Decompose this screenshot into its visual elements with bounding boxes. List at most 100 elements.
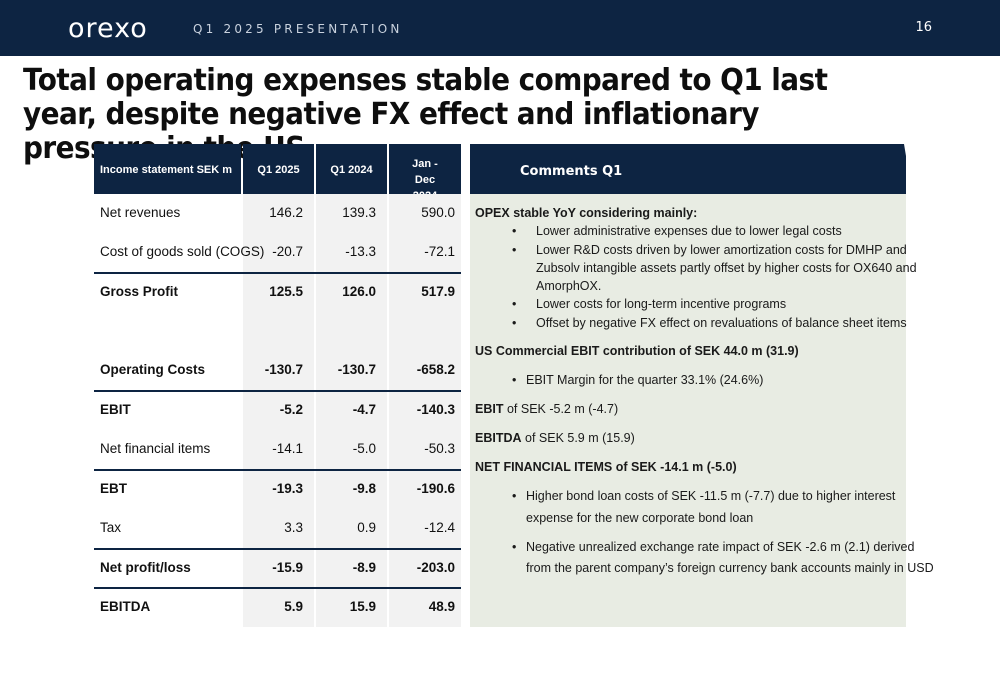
cell-q1-2025: 125.5	[269, 284, 303, 299]
net-financial-heading: NET FINANCIAL ITEMS of SEK -14.1 m (-5.0…	[475, 458, 737, 476]
cell-q1-2025: 3.3	[284, 520, 303, 535]
cell-fy-2024: -190.6	[416, 481, 455, 496]
bullet-text: Lower administrative expenses due to low…	[536, 224, 842, 238]
cell-fy-2024: 48.9	[428, 599, 455, 614]
cell-q1-2024: -130.7	[337, 362, 376, 377]
cell-fy-2024: -50.3	[424, 441, 455, 456]
net-financial-heading-text: NET FINANCIAL ITEMS of SEK -14.1 m (-5.0…	[475, 460, 737, 474]
row-divider	[94, 587, 461, 589]
ebitda-line: EBITDA of SEK 5.9 m (15.9)	[475, 429, 635, 447]
row-label: Net profit/loss	[100, 560, 191, 575]
cell-q1-2024: -5.0	[352, 441, 376, 456]
cell-fy-2024: -203.0	[416, 560, 455, 575]
row-label: EBT	[100, 481, 127, 496]
column-background-fy-2024	[389, 194, 461, 627]
bullet-text: Higher bond loan costs of SEK -11.5 m (-…	[526, 489, 896, 503]
bullet-text: Offset by negative FX effect on revaluat…	[536, 316, 907, 330]
table-row: Gross Profit 125.5 126.0 517.9	[94, 273, 461, 312]
us-ebit-heading: US Commercial EBIT contribution of SEK 4…	[475, 342, 799, 360]
bullet-text: from the parent company’s foreign curren…	[526, 561, 934, 575]
cell-q1-2024: -13.3	[345, 244, 376, 259]
cell-fy-2024: -658.2	[416, 362, 455, 377]
cell-q1-2025: -130.7	[264, 362, 303, 377]
cell-q1-2025: -15.9	[272, 560, 303, 575]
column-header-q1-2024: Q1 2024	[316, 144, 387, 194]
bullet-glyph: •	[512, 297, 517, 311]
cell-fy-2024: -140.3	[416, 402, 455, 417]
bullet-text: EBIT Margin for the quarter 33.1% (24.6%…	[526, 373, 764, 387]
ebitda-label: EBITDA	[475, 431, 522, 445]
column-header-q1-2025: Q1 2025	[243, 144, 314, 194]
column-background-q1-2024	[316, 194, 387, 627]
table-row: Tax 3.3 0.9 -12.4	[94, 509, 461, 548]
table-row: EBIT -5.2 -4.7 -140.3	[94, 391, 461, 430]
bullet-glyph: •	[512, 489, 517, 503]
cell-fy-2024: -12.4	[424, 520, 455, 535]
row-label: Tax	[100, 520, 122, 535]
table-row: EBT -19.3 -9.8 -190.6	[94, 470, 461, 509]
row-label: Net financial items	[100, 441, 211, 456]
row-divider	[94, 469, 461, 471]
top-bar: orexo Q1 2025 PRESENTATION 16	[0, 0, 1000, 56]
cell-q1-2024: 139.3	[342, 205, 376, 220]
cell-fy-2024: -72.1	[424, 244, 455, 259]
cell-q1-2024: 0.9	[357, 520, 376, 535]
row-divider	[94, 548, 461, 550]
bullet-text: Negative unrealized exchange rate impact…	[526, 540, 915, 554]
table-row: Net financial items -14.1 -5.0 -50.3	[94, 430, 461, 469]
comments-panel: OPEX stable YoY considering mainly: • Lo…	[470, 194, 934, 627]
row-label: Cost of goods sold (COGS)	[100, 244, 265, 259]
column-header-label: Income statement SEK m	[94, 144, 241, 194]
ebitda-text: of SEK 5.9 m (15.9)	[521, 431, 635, 445]
table-row: Cost of goods sold (COGS) -20.7 -13.3 -7…	[94, 233, 461, 272]
company-logo: orexo	[68, 13, 148, 44]
column-header-fy-2024: Jan - Dec 2024	[389, 144, 461, 202]
table-row: Net revenues 146.2 139.3 590.0	[94, 194, 461, 233]
bullet-glyph: •	[512, 224, 517, 238]
comments-header: Comments Q1	[470, 144, 906, 194]
bullet-glyph: •	[512, 540, 517, 554]
ebit-label: EBIT	[475, 402, 504, 416]
us-ebit-heading-text: US Commercial EBIT contribution of SEK 4…	[475, 344, 799, 358]
table-row: Operating Costs -130.7 -130.7 -658.2	[94, 351, 461, 390]
slide-title: Total operating expenses stable compared…	[23, 63, 828, 166]
bullet-glyph: •	[512, 373, 517, 387]
cell-q1-2025: -14.1	[272, 441, 303, 456]
cell-q1-2024: 15.9	[349, 599, 376, 614]
row-divider	[94, 390, 461, 392]
cell-q1-2024: 126.0	[342, 284, 376, 299]
opex-heading-text: OPEX stable YoY considering mainly:	[475, 206, 698, 220]
cell-q1-2025: 146.2	[269, 205, 303, 220]
table-row: Net profit/loss -15.9 -8.9 -203.0	[94, 549, 461, 588]
cell-q1-2024: -9.8	[352, 481, 376, 496]
row-divider	[94, 272, 461, 274]
bullet-text: Lower R&D costs driven by lower amortiza…	[536, 243, 907, 257]
table-row: EBITDA 5.9 15.9 48.9	[94, 588, 461, 627]
bullet-glyph: •	[512, 316, 517, 330]
cell-q1-2025: -5.2	[279, 402, 303, 417]
presentation-label: Q1 2025 PRESENTATION	[193, 22, 403, 36]
row-label: EBITDA	[100, 599, 151, 614]
cell-fy-2024: 590.0	[421, 205, 455, 220]
comments-title: Comments Q1	[520, 164, 623, 179]
bullet-text: Lower costs for long-term incentive prog…	[536, 297, 787, 311]
cell-fy-2024: 517.9	[421, 284, 455, 299]
bullet-glyph: •	[512, 243, 517, 257]
page-number: 16	[915, 20, 932, 35]
cell-q1-2025: -19.3	[272, 481, 303, 496]
cell-q1-2025: -20.7	[272, 244, 303, 259]
row-label: Gross Profit	[100, 284, 179, 299]
bullet-text: Zubsolv intangible assets partly offset …	[536, 261, 917, 275]
opex-heading: OPEX stable YoY considering mainly:	[475, 204, 697, 222]
cell-q1-2025: 5.9	[284, 599, 303, 614]
cell-q1-2024: -8.9	[352, 560, 376, 575]
bullet-text: expense for the new corporate bond loan	[526, 511, 754, 525]
cell-q1-2024: -4.7	[352, 402, 376, 417]
ebit-text: of SEK -5.2 m (-4.7)	[503, 402, 619, 416]
column-background-q1-2025	[243, 194, 314, 627]
bullet-text: AmorphOX.	[536, 279, 602, 293]
row-label: Net revenues	[100, 205, 181, 220]
row-label: EBIT	[100, 402, 131, 417]
ebit-line: EBIT of SEK -5.2 m (-4.7)	[475, 400, 618, 418]
row-label: Operating Costs	[100, 362, 206, 377]
